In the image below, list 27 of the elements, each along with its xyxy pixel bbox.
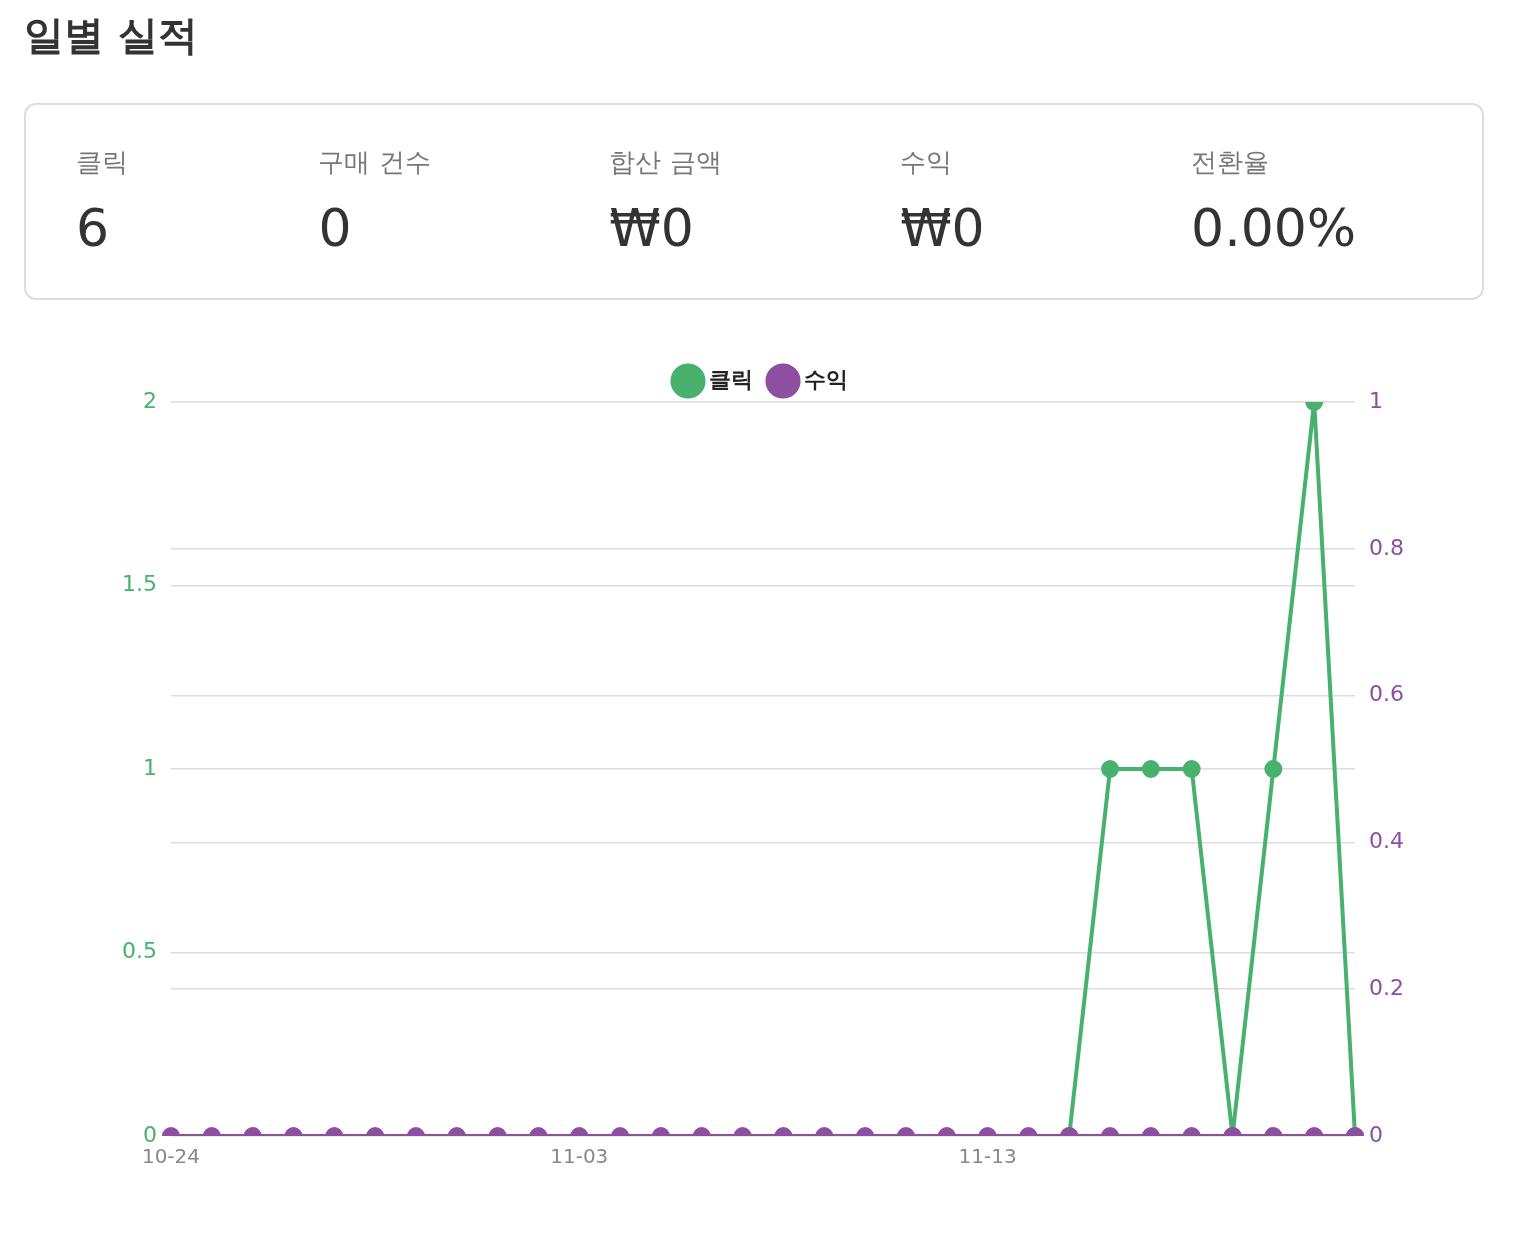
y-tick-label: 1.5	[121, 571, 157, 597]
x-tick-label: 10-24	[141, 1144, 201, 1169]
text: ₩0	[900, 198, 985, 258]
y-tick-label: 0	[142, 1121, 157, 1147]
category-label: 구매 건수	[318, 146, 432, 179]
legend-label: 수익	[804, 366, 848, 392]
text: 0	[318, 198, 352, 258]
y-tick-label: 0.5	[121, 938, 157, 964]
y2-tick-label: 0.4	[1369, 828, 1405, 854]
category-label: 전환율	[1191, 146, 1271, 179]
y2-tick-label: 0.8	[1369, 534, 1405, 560]
legend-label: 클릭	[709, 366, 753, 392]
y2-tick-label: 0.2	[1369, 974, 1405, 1000]
text: 0.00%	[1191, 198, 1357, 258]
y-tick-label: 1	[142, 754, 157, 780]
category-label: 합산 금액	[609, 146, 723, 179]
x-tick-label: 11-13	[958, 1144, 1017, 1169]
text: 일별 실적	[24, 11, 199, 60]
text: 6	[76, 198, 110, 258]
y2-tick-label: 0.6	[1369, 681, 1405, 707]
text: ₩0	[609, 198, 694, 258]
category-label: 클릭	[76, 146, 129, 179]
y2-tick-label: 0	[1369, 1121, 1384, 1147]
x-tick-label: 11-03	[550, 1144, 609, 1169]
category-label: 수익	[900, 146, 954, 179]
y2-tick-label: 1	[1369, 387, 1384, 413]
y-tick-label: 2	[142, 387, 157, 413]
